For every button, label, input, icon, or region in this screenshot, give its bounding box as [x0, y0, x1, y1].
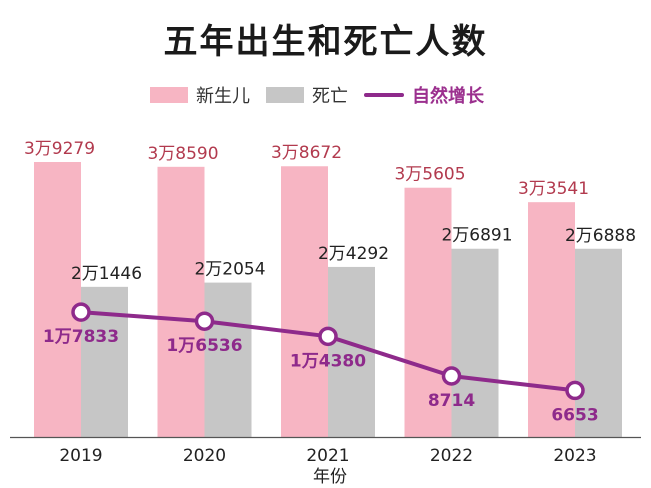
- legend-item-deaths: 死亡: [266, 82, 348, 108]
- bar-deaths-2023: [575, 248, 622, 437]
- legend-swatch-births: [150, 87, 188, 103]
- bar-deaths-2021: [328, 266, 375, 437]
- x-tick-2019: 2019: [59, 446, 102, 466]
- bar-births-2022: [404, 187, 452, 437]
- legend-item-births: 新生儿: [150, 82, 250, 108]
- bar-births-2020: [157, 166, 205, 437]
- label-births-2019: 3万9279: [24, 139, 95, 159]
- point-natural-2019: [71, 302, 91, 322]
- bar-births-2021: [281, 166, 328, 437]
- label-natural-2019: 1万7833: [43, 327, 119, 347]
- label-deaths-2021: 2万4292: [318, 244, 389, 264]
- x-tick-2023: 2023: [553, 446, 596, 466]
- bar-deaths-2020: [204, 282, 252, 437]
- point-natural-2021: [318, 326, 338, 347]
- label-natural-2023: 6653: [551, 405, 598, 425]
- legend-label-deaths: 死亡: [312, 86, 348, 107]
- label-natural-2022: 8714: [428, 391, 475, 411]
- label-births-2023: 3万3541: [518, 179, 589, 199]
- label-natural-2021: 1万4380: [290, 351, 366, 371]
- x-tick-2020: 2020: [183, 446, 226, 466]
- legend-swatch-natural: [364, 93, 404, 97]
- bar-births-2019: [34, 162, 81, 437]
- point-natural-2022: [441, 366, 462, 386]
- label-deaths-2019: 2万1446: [71, 264, 142, 284]
- point-natural-2023: [565, 380, 585, 401]
- x-tick-2022: 2022: [430, 446, 473, 466]
- label-births-2020: 3万8590: [147, 144, 218, 164]
- label-deaths-2020: 2万2054: [194, 260, 265, 280]
- label-natural-2020: 1万6536: [166, 336, 242, 356]
- label-births-2022: 3万5605: [394, 165, 465, 185]
- x-tick-2021: 2021: [306, 446, 349, 466]
- legend-label-natural: 自然增长: [412, 86, 484, 107]
- bar-deaths-2022: [451, 248, 499, 437]
- label-deaths-2022: 2万6891: [441, 226, 512, 246]
- label-births-2021: 3万8672: [271, 143, 342, 163]
- x-axis-title: 年份: [313, 467, 347, 487]
- point-natural-2020: [194, 311, 215, 331]
- legend-label-births: 新生儿: [196, 86, 250, 107]
- legend-item-natural: 自然增长: [364, 82, 484, 108]
- label-deaths-2023: 2万6888: [565, 226, 636, 246]
- legend-swatch-deaths: [266, 87, 304, 103]
- chart-legend: 新生儿 死亡 自然增长: [150, 82, 500, 108]
- bar-births-2023: [528, 202, 575, 437]
- chart-title: 五年出生和死亡人数: [163, 22, 488, 62]
